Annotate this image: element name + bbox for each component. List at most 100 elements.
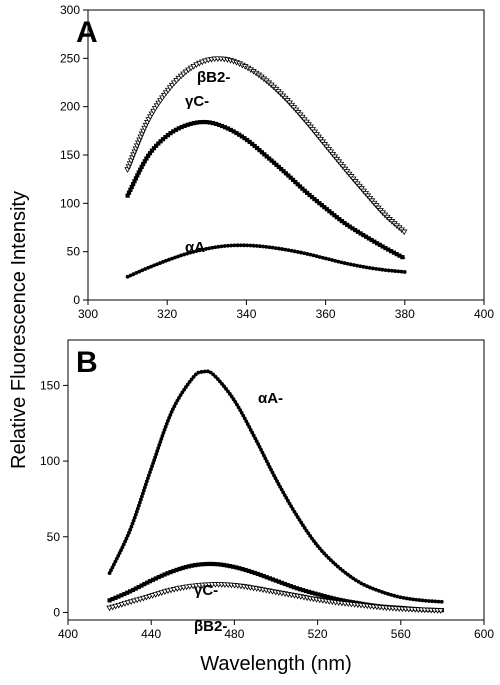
panel-b-series-point [157, 443, 162, 447]
panel-a-series-point [194, 249, 199, 253]
panel-b-series-point [285, 582, 290, 588]
panel-b-series-point [414, 597, 419, 602]
panel-a-series-point [250, 141, 255, 147]
panel-b-series-point [114, 556, 119, 561]
panel-b-series-point [111, 562, 116, 567]
panel-b-series-point [255, 571, 260, 577]
panel-a-series-point [137, 269, 142, 274]
panel-a-series-point [273, 246, 278, 250]
panel-a-series-point [245, 137, 250, 143]
panel-a-series-point [269, 158, 274, 163]
panel-a-series-point [327, 209, 332, 214]
panel-a-x-tick-label: 400 [474, 307, 494, 321]
panel-b-series-point [264, 459, 269, 464]
panel-a-series-point [307, 192, 312, 198]
panel-a-series-point [198, 120, 203, 125]
panel-a-series-point [345, 261, 350, 266]
panel-b-series-point [407, 597, 412, 601]
panel-b-series-point [133, 586, 138, 591]
panel-a-y-tick-label: 250 [60, 51, 80, 65]
panel-a-series-point [299, 250, 303, 255]
panel-a-series-point [369, 237, 374, 243]
panel-a-series-point [213, 245, 218, 250]
panel-a-series-point [380, 244, 385, 249]
panel-a-series-point [128, 187, 133, 192]
panel-a-series-point [125, 274, 130, 279]
panel-a-series-point [191, 121, 196, 126]
panel-b-series-point [154, 452, 159, 456]
panel-a-series-point [151, 146, 157, 151]
panel-b-series-point [127, 530, 131, 535]
panel-b-series-point [291, 585, 296, 590]
panel-b-series-point [234, 565, 239, 570]
panel-a-series-point [380, 267, 385, 272]
panel-b-series-point [205, 369, 210, 374]
panel-a-y-tick-label: 300 [60, 3, 80, 17]
panel-a-series-point [286, 248, 291, 253]
panel-b-series-point [279, 580, 284, 585]
panel-a-series-point [216, 244, 221, 249]
panel-a-series-point [264, 154, 269, 159]
panel-b-series-point [218, 562, 223, 567]
panel-b-series-point [380, 590, 384, 594]
panel-a-series-point [308, 252, 313, 257]
panel-b-series-point [155, 449, 160, 453]
panel-a-series-point [367, 265, 372, 270]
panel-a-series-point [163, 134, 168, 140]
panel-a-series-point [173, 127, 179, 132]
panel-b-series-point [300, 588, 306, 593]
panel-a-series-point [339, 260, 344, 265]
panel-b-series-point [125, 590, 130, 595]
panel-a-series-point [226, 243, 230, 248]
panel-a-series-point [146, 265, 151, 270]
panel-a-axes: 300 320 340 360 380 400 0 50 100 150 200 250 300 [60, 3, 494, 321]
panel-b-series-point [246, 568, 251, 574]
panel-b-series-point [395, 594, 400, 599]
panel-a-series-point [399, 269, 404, 274]
panel-a-series-point [128, 273, 133, 278]
panel-a-series-point [131, 272, 136, 277]
panel-b-series-point [310, 590, 315, 595]
panel-a-series-point [332, 213, 337, 218]
panel-b-series-point [153, 455, 158, 460]
panel-a-series-point [247, 139, 252, 145]
panel-b-series-point [163, 424, 168, 429]
panel-b-series-point [267, 465, 272, 469]
panel-a-y-tick-label: 50 [67, 245, 81, 259]
panel-b-series-point [297, 517, 302, 522]
panel-a-series-point [213, 121, 219, 127]
panel-b-series-point [180, 390, 185, 395]
panel-b-series-point [322, 594, 327, 599]
panel-a-series-point [204, 120, 209, 125]
panel-a-series-point [370, 266, 375, 271]
panel-b-series-point [123, 539, 128, 544]
panel-a-series-point [317, 201, 322, 206]
panel-a-series-point [348, 262, 353, 267]
panel-b-series-point [299, 520, 304, 525]
panel-b-series-point [228, 564, 233, 569]
panel-b-series-point [205, 561, 210, 567]
panel-b-series-point [130, 521, 135, 526]
panel-a-series-point [185, 251, 190, 256]
panel-a-series-point [394, 252, 399, 257]
panel-a-series-point [143, 267, 148, 271]
panel-b-series-point [278, 484, 282, 489]
panel-b-y-tick-label: 150 [40, 378, 60, 392]
panel-a-series-point [201, 119, 206, 125]
panel-b-series-point [303, 588, 309, 594]
panel-a-series-point [336, 259, 341, 264]
panel-b-series-point [120, 545, 125, 550]
panel-b-series-point [243, 567, 248, 573]
panel-b-series-point [134, 509, 139, 514]
panel-a-series-point [333, 258, 338, 263]
panel-a-series-point [158, 261, 162, 265]
panel-b-series-point [160, 434, 165, 438]
panel-b-series-point [221, 562, 226, 568]
panel-b-label-aa: αA- [258, 390, 283, 407]
panel-b-series-point [199, 370, 204, 374]
panel-b-x-tick-label: 520 [308, 627, 328, 641]
panel-b-label-gc: γC- [194, 582, 218, 599]
panel-a-series-point [225, 126, 231, 131]
panel-b-series-point [275, 479, 279, 484]
panel-a-series-point [372, 239, 377, 244]
